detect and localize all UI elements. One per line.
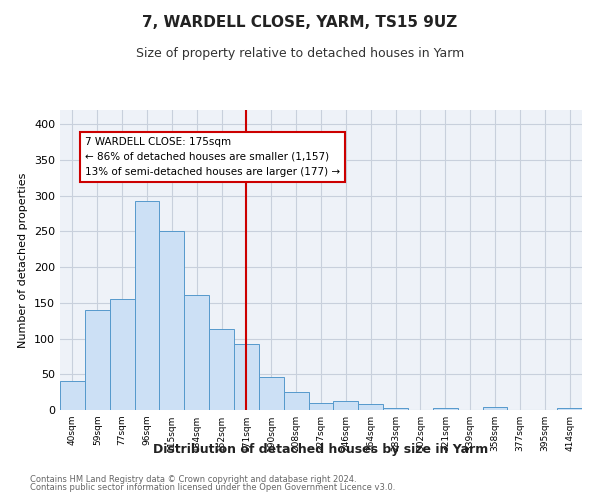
Text: Contains public sector information licensed under the Open Government Licence v3: Contains public sector information licen… [30, 484, 395, 492]
Text: Contains HM Land Registry data © Crown copyright and database right 2024.: Contains HM Land Registry data © Crown c… [30, 475, 356, 484]
Bar [334, 400, 358, 410]
Bar [234, 344, 259, 410]
Bar [433, 408, 458, 410]
Bar [358, 404, 383, 410]
Bar [308, 403, 334, 410]
Bar [85, 310, 110, 410]
Text: 7 WARDELL CLOSE: 175sqm
← 86% of detached houses are smaller (1,157)
13% of semi: 7 WARDELL CLOSE: 175sqm ← 86% of detache… [85, 137, 340, 176]
Bar [134, 200, 160, 410]
Bar [557, 408, 582, 410]
Y-axis label: Number of detached properties: Number of detached properties [19, 172, 28, 348]
Text: Distribution of detached houses by size in Yarm: Distribution of detached houses by size … [154, 442, 488, 456]
Bar [383, 408, 408, 410]
Bar [209, 330, 234, 410]
Bar [259, 377, 284, 410]
Text: Size of property relative to detached houses in Yarm: Size of property relative to detached ho… [136, 48, 464, 60]
Bar [110, 300, 134, 410]
Bar [160, 230, 184, 410]
Text: 7, WARDELL CLOSE, YARM, TS15 9UZ: 7, WARDELL CLOSE, YARM, TS15 9UZ [142, 15, 458, 30]
Bar [482, 407, 508, 410]
Bar [60, 382, 85, 410]
Bar [184, 295, 209, 410]
Bar [284, 392, 308, 410]
